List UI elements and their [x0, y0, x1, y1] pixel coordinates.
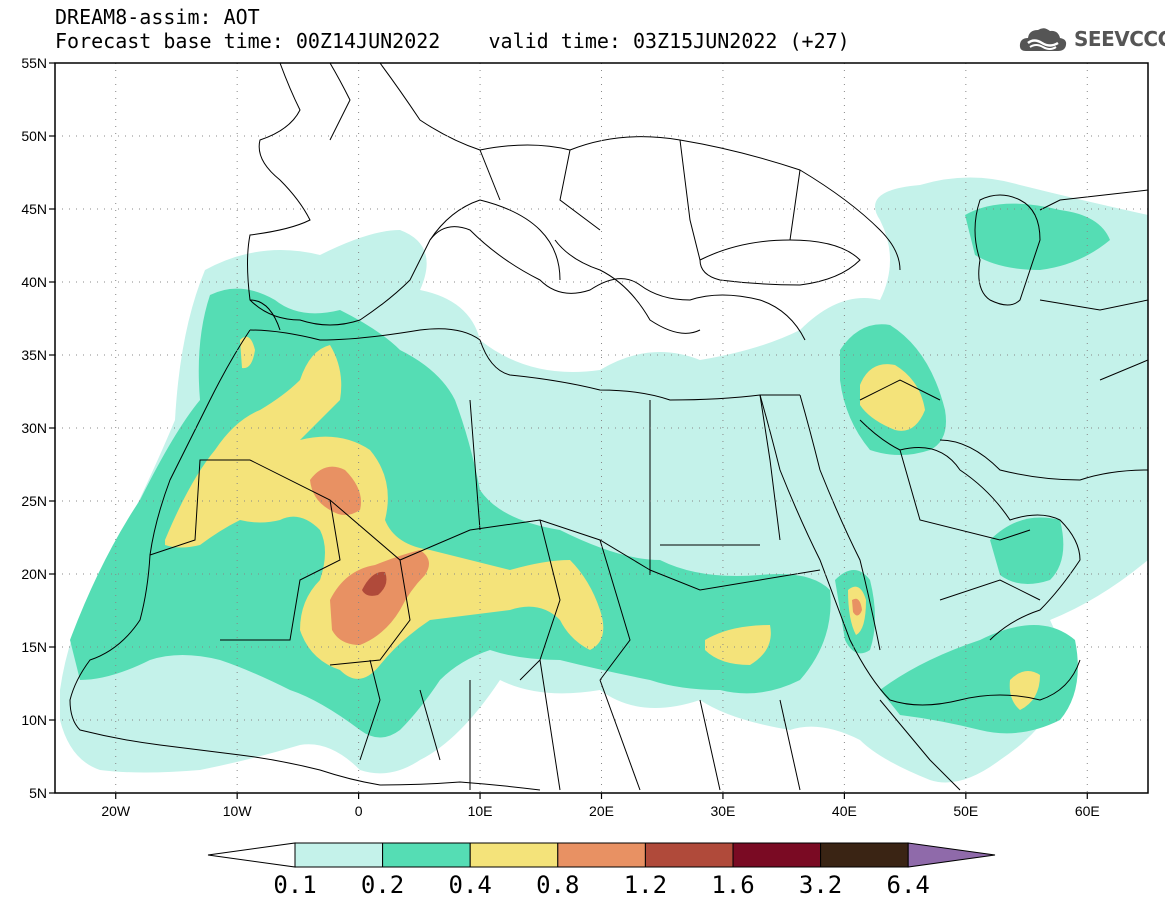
colorbar-label: 3.2 — [799, 871, 842, 899]
cloud-icon — [1019, 28, 1067, 51]
aot-band-0.2 — [965, 203, 1110, 270]
lat-tick-label: 35N — [21, 347, 47, 363]
colorbar-swatch — [820, 842, 909, 868]
lat-tick-label: 25N — [21, 493, 47, 509]
colorbar-swatch — [382, 842, 471, 868]
colorbar-label: 1.2 — [624, 871, 667, 899]
lon-tick-label: 20E — [589, 803, 614, 819]
lon-tick-label: 10W — [223, 803, 253, 819]
colorbar-label: 0.4 — [449, 871, 492, 899]
lon-tick-label: 10E — [468, 803, 493, 819]
colorbar-swatch — [644, 842, 734, 868]
lat-tick-label: 30N — [21, 420, 47, 436]
colorbar-label: 1.6 — [711, 871, 754, 899]
chart-title: DREAM8-assim: AOT — [55, 5, 260, 29]
colorbar-swatch — [469, 842, 559, 868]
lon-tick-label: 40E — [832, 803, 857, 819]
lon-tick-label: 30E — [710, 803, 735, 819]
colorbar-swatch — [294, 842, 384, 868]
aot-band-0.8 — [852, 598, 862, 616]
axis-ticks — [49, 62, 1088, 799]
colorbar-label: 0.2 — [361, 871, 404, 899]
lat-tick-label: 40N — [21, 274, 47, 290]
lon-tick-label: 50E — [953, 803, 978, 819]
colorbar-high-arrow — [907, 842, 996, 868]
coastline-borders-layer — [69, 63, 1148, 791]
aot-band-0.4 — [705, 625, 771, 665]
lat-tick-label: 20N — [21, 566, 47, 582]
lon-tick-label: 20W — [101, 803, 131, 819]
aot-band-0.2 — [70, 288, 831, 738]
lat-tick-label: 55N — [21, 55, 47, 71]
aot-band-0.4 — [165, 345, 604, 679]
seevccc-logo: SEEVCCC — [1018, 22, 1165, 56]
aot-band-0.4 — [240, 336, 255, 369]
map-grid — [55, 63, 1148, 793]
lat-tick-label: 10N — [21, 712, 47, 728]
valid-time-label: valid time: 03Z15JUN2022 (+27) — [488, 29, 850, 53]
colorbar-swatch — [732, 842, 822, 868]
colorbar-swatch — [557, 842, 646, 868]
lat-tick-label: 45N — [21, 201, 47, 217]
lon-axis-labels: 20W 10W 0 10E 20E 30E 40E 50E 60E — [101, 803, 1099, 819]
colorbar-label: 0.8 — [536, 871, 579, 899]
lat-axis-labels: 55N 50N 45N 40N 35N 30N 25N 20N 15N 10N 5N — [21, 55, 47, 801]
logo-text: SEEVCCC — [1074, 27, 1165, 51]
aot-band-0.2 — [990, 517, 1064, 584]
aot-band-0.2 — [880, 625, 1078, 734]
aot-band-0.4 — [860, 364, 925, 431]
lon-tick-label: 0 — [355, 803, 363, 819]
aot-band-0.4 — [1009, 671, 1040, 710]
aot-band-0.8 — [310, 466, 361, 515]
aot-band-1.2 — [362, 571, 387, 596]
colorbar-label: 6.4 — [887, 871, 930, 899]
lat-tick-label: 5N — [29, 785, 47, 801]
aot-band-0.8 — [330, 550, 429, 645]
lon-tick-label: 60E — [1075, 803, 1100, 819]
lat-tick-label: 15N — [21, 639, 47, 655]
base-time-label: Forecast base time: 00Z14JUN2022 — [55, 29, 441, 53]
time-info: Forecast base time: 00Z14JUN2022 valid t… — [55, 30, 850, 52]
colorbar-label: 0.1 — [273, 871, 316, 899]
colorbar-low-arrow — [207, 842, 296, 868]
lat-tick-label: 50N — [21, 128, 47, 144]
